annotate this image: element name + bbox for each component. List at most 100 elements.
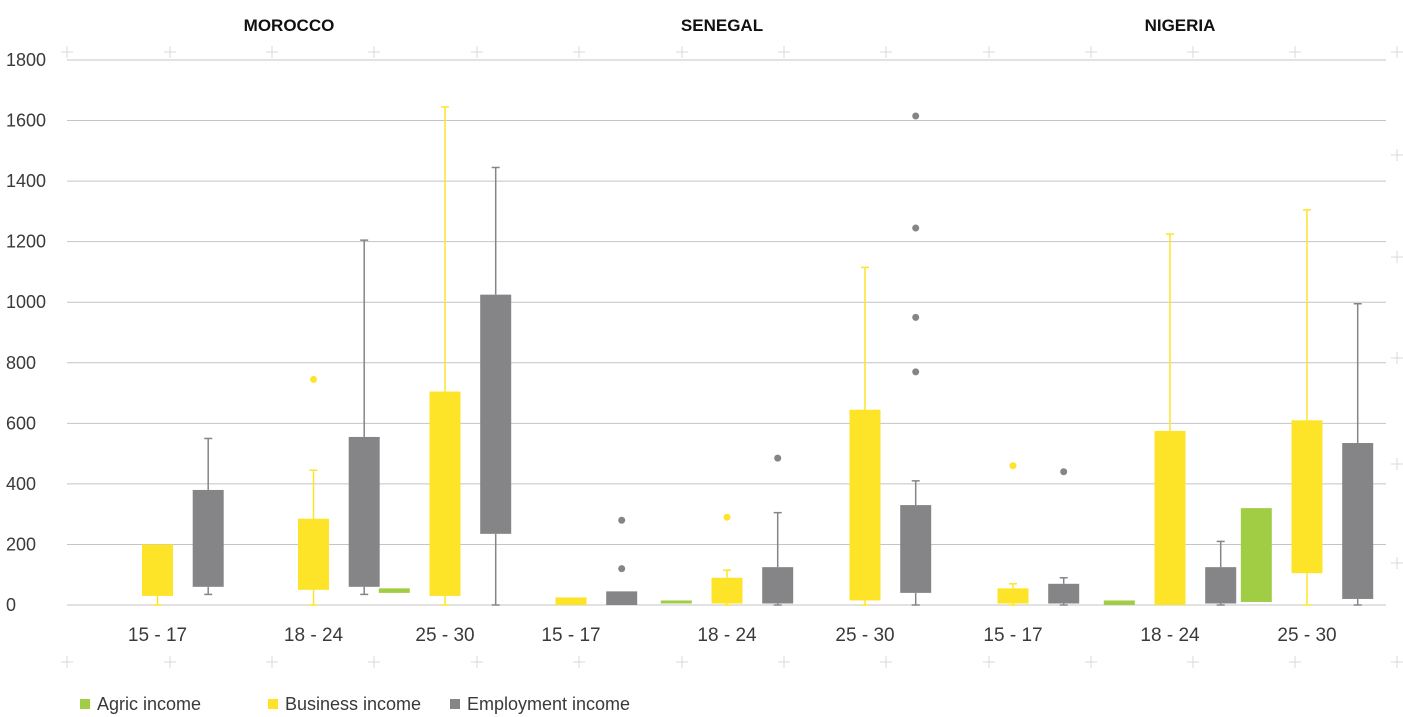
plus-mark	[61, 46, 73, 58]
box-employment	[606, 516, 638, 605]
y-tick-label: 200	[6, 534, 36, 554]
box-business	[849, 266, 881, 606]
box-business	[142, 544, 173, 606]
box-body	[1240, 508, 1272, 602]
outlier-point	[912, 368, 920, 376]
plus-mark	[1391, 458, 1403, 470]
plus-mark	[164, 46, 176, 58]
plus-mark	[471, 656, 483, 668]
group-title: SENEGAL	[681, 16, 763, 35]
legend: Agric income Business income Employment in…	[80, 694, 630, 714]
plus-mark	[573, 656, 585, 668]
x-tick-label: 25 - 30	[415, 625, 474, 646]
plus-mark	[778, 46, 790, 58]
legend-label: Agric income	[97, 694, 201, 714]
legend-swatch-employment	[450, 699, 460, 709]
box-employment	[1048, 468, 1080, 606]
box-agric	[1103, 600, 1135, 605]
outlier-point	[618, 516, 626, 524]
plus-mark	[1391, 557, 1403, 569]
box-agric	[378, 588, 410, 593]
x-tick-label: 25 - 30	[835, 625, 894, 646]
outlier-point	[618, 565, 626, 573]
box-body	[849, 409, 881, 601]
box-body	[298, 518, 329, 590]
y-tick-label: 1000	[6, 292, 46, 312]
box-body	[1154, 430, 1186, 605]
box-body	[480, 294, 512, 534]
plus-mark	[983, 656, 995, 668]
outlier-point	[310, 375, 317, 383]
box-body	[429, 391, 461, 596]
outlier-point	[723, 513, 731, 521]
plus-mark	[164, 656, 176, 668]
outlier-point	[912, 224, 920, 232]
x-tick-label: 15 - 17	[541, 625, 600, 646]
plus-mark	[1085, 46, 1097, 58]
box-business	[1291, 209, 1323, 606]
x-axis: 15 - 17 18 - 24 25 - 30 15 - 17 18 - 24 25 - …	[128, 625, 1337, 646]
outlier-point	[912, 313, 920, 321]
x-tick-label: 18 - 24	[284, 625, 344, 646]
y-tick-label: 400	[6, 474, 36, 494]
box-body	[1048, 583, 1080, 604]
box-body	[711, 577, 743, 604]
box-body	[1291, 420, 1323, 574]
plus-mark	[983, 46, 995, 58]
plus-mark	[266, 656, 278, 668]
plus-mark	[471, 46, 483, 58]
box-employment	[1205, 540, 1237, 606]
box-employment	[762, 454, 794, 606]
box-body	[555, 597, 587, 605]
x-tick-label: 15 - 17	[128, 625, 187, 646]
box-body	[606, 591, 638, 605]
plus-mark	[778, 656, 790, 668]
box-agric	[660, 600, 692, 604]
group-title: MOROCCO	[244, 16, 335, 35]
box-body	[142, 544, 173, 596]
plus-mark	[61, 656, 73, 668]
box-body	[1103, 600, 1135, 605]
group-titles: MOROCCO SENEGAL NIGERIA	[244, 16, 1216, 35]
group-title: NIGERIA	[1145, 16, 1216, 35]
box-business	[711, 513, 743, 606]
legend-label: Business income	[285, 694, 421, 714]
plus-mark	[1391, 149, 1403, 161]
legend-swatch-business	[268, 699, 278, 709]
plus-mark	[573, 46, 585, 58]
box-body	[1342, 443, 1374, 599]
x-tick-label: 18 - 24	[697, 625, 757, 646]
plus-mark	[880, 656, 892, 668]
box-business	[1154, 233, 1186, 605]
plus-mark	[1289, 656, 1301, 668]
box-body	[900, 505, 932, 593]
y-tick-label: 1800	[6, 50, 46, 70]
gridlines	[67, 59, 1386, 606]
y-tick-label: 1600	[6, 111, 46, 131]
box-body	[660, 600, 692, 604]
outlier-point	[774, 454, 782, 462]
x-tick-label: 25 - 30	[1277, 625, 1336, 646]
outlier-point	[1060, 468, 1068, 476]
plus-mark	[368, 46, 380, 58]
legend-label: Employment income	[467, 694, 630, 714]
box-body	[192, 489, 224, 587]
box-employment	[1342, 302, 1374, 606]
y-axis: 0 200 400 600 800 1000 1200 1400 1600 1800	[6, 50, 46, 615]
y-tick-label: 600	[6, 413, 36, 433]
box-business	[997, 462, 1029, 606]
plus-mark	[676, 656, 688, 668]
outlier-point	[1009, 462, 1017, 470]
box-agric	[1240, 508, 1272, 602]
legend-swatch-agric	[80, 699, 90, 709]
plus-mark	[1289, 46, 1301, 58]
x-tick-label: 15 - 17	[983, 625, 1042, 646]
background-plus-marks	[61, 46, 1403, 668]
box-body	[997, 588, 1029, 604]
plus-mark	[1391, 656, 1403, 668]
box-body	[762, 567, 794, 604]
y-tick-label: 1400	[6, 171, 46, 191]
plot-area	[142, 106, 1374, 606]
plus-mark	[1391, 352, 1403, 364]
